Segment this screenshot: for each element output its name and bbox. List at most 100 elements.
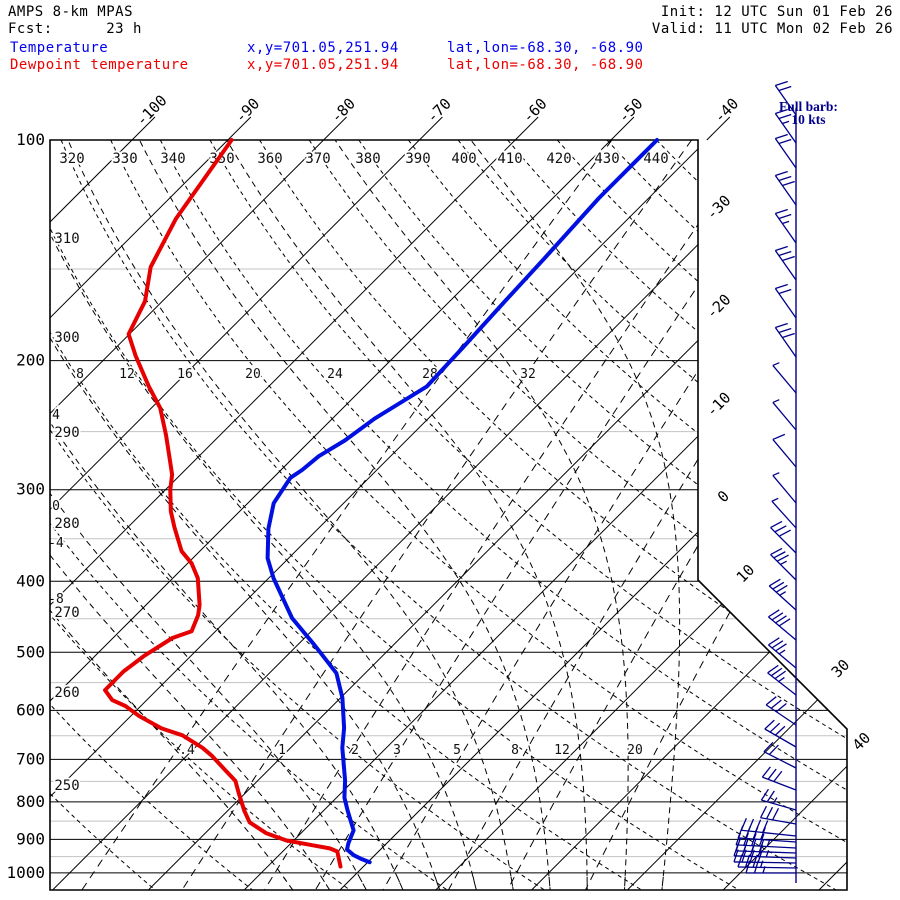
pressure-tick-label: 900 xyxy=(16,829,45,848)
dry-adiabat-label-top: 420 xyxy=(546,151,571,167)
model-title: AMPS 8-km MPAS xyxy=(8,4,134,20)
barb-half-feather xyxy=(778,649,786,655)
valid-time: Valid: 11 UTC Mon 02 Feb 26 xyxy=(651,21,893,37)
barb-feather xyxy=(782,180,795,187)
dry-adiabat xyxy=(50,140,253,890)
dry-adiabat xyxy=(209,140,847,890)
isotherm-label-right: 30 xyxy=(828,656,854,682)
wind-barb xyxy=(774,170,797,206)
barb-staff xyxy=(768,616,797,641)
moist-adiabat xyxy=(330,140,629,890)
pressure-tick-label: 700 xyxy=(16,749,45,768)
dry-adiabat xyxy=(556,140,847,890)
dry-adiabat xyxy=(50,140,740,890)
barb-staff xyxy=(772,365,797,394)
dry-adiabat xyxy=(259,140,847,890)
barb-feather xyxy=(775,245,788,252)
wind-barb xyxy=(770,520,797,554)
moist-adiabat-label-top: 16 xyxy=(177,367,193,382)
barb-feather xyxy=(768,578,781,587)
wind-barb xyxy=(767,664,797,696)
barb-feather xyxy=(741,849,747,863)
barb-staff xyxy=(741,829,797,837)
wind-barb xyxy=(764,719,797,748)
legend-temperature-latlon: lat,lon=-68.30, -68.90 xyxy=(447,40,644,56)
isotherm-label-right: 10 xyxy=(733,561,759,587)
barb-feather xyxy=(771,612,784,621)
pressure-tick-label: 1000 xyxy=(6,863,45,882)
pressure-tick-label: 400 xyxy=(16,571,45,590)
barb-staff xyxy=(774,288,797,319)
moist-adiabat-label-top: 24 xyxy=(327,367,343,382)
barb-feather xyxy=(751,833,757,846)
dry-adiabat-label-top: 340 xyxy=(160,151,185,167)
barb-feather xyxy=(743,832,749,846)
pressure-gridlines-minor xyxy=(50,268,847,858)
barb-legend: Full barb: 10 kts xyxy=(779,99,838,127)
wind-barb xyxy=(774,245,797,281)
mixing-ratio-line xyxy=(263,140,757,890)
moist-adiabat xyxy=(50,140,332,890)
barb-half-feather xyxy=(778,676,785,683)
isotherm-line xyxy=(531,140,847,890)
barb-feather xyxy=(775,322,788,329)
moist-adiabat-label-top: 32 xyxy=(520,367,536,382)
moist-adiabat-label-left: -4 xyxy=(48,536,64,551)
barb-feather xyxy=(768,744,779,755)
moist-adiabat xyxy=(136,140,551,890)
mixing-ratio-label: .4 xyxy=(179,743,195,758)
isotherm-line xyxy=(50,140,420,890)
pressure-tick-label: 100 xyxy=(16,130,45,149)
barb-feather xyxy=(775,703,787,713)
barb-feather xyxy=(778,85,792,92)
mixing-ratio-label: 2 xyxy=(351,743,359,758)
dry-adiabat-label-top: 390 xyxy=(405,151,430,167)
dry-adiabat-label-top: 330 xyxy=(112,151,137,167)
barb-feather xyxy=(753,860,759,874)
isotherm-stub xyxy=(227,116,252,141)
barb-staff xyxy=(771,500,797,529)
wind-barb xyxy=(768,609,797,641)
isotherm-line xyxy=(435,140,847,890)
isotherm-label-right: -30 xyxy=(703,192,735,224)
isotherm-line xyxy=(50,140,229,890)
isotherm-stub xyxy=(706,116,731,141)
barb-feather xyxy=(770,520,783,529)
barb-staff xyxy=(768,644,797,669)
barb-feather xyxy=(778,213,792,220)
barb-feather xyxy=(752,854,758,868)
dry-adiabat-label-top: 320 xyxy=(59,151,84,167)
isotherm-label-right: 40 xyxy=(849,729,875,755)
wind-barb xyxy=(774,208,797,244)
isotherm-stub xyxy=(514,116,539,141)
isotherm-label-top: -50 xyxy=(615,95,647,127)
mixing-ratio-label: 20 xyxy=(627,743,643,758)
wind-barb xyxy=(774,108,797,144)
barb-staff xyxy=(774,213,797,244)
barb-feather xyxy=(763,741,774,753)
legend-temperature-label: Temperature xyxy=(10,40,109,56)
barb-feather xyxy=(771,640,784,649)
isotherm-label-right: -20 xyxy=(703,291,735,323)
barb-feather xyxy=(766,790,775,803)
barb-half-feather xyxy=(780,560,787,566)
barb-feather xyxy=(767,664,779,674)
isotherm-label-top: -90 xyxy=(231,95,263,127)
mixing-ratio-label: 8 xyxy=(511,743,519,758)
moist-adiabat-label-left: 0 xyxy=(52,499,60,514)
barb-feather xyxy=(775,208,788,215)
dry-adiabat-label-top: 440 xyxy=(643,151,668,167)
dry-adiabat-label-left: 260 xyxy=(54,685,79,701)
mixing-ratio-line xyxy=(585,140,847,890)
wind-barb xyxy=(772,399,797,431)
init-time: Init: 12 UTC Sun 01 Feb 26 xyxy=(660,4,893,20)
barb-feather xyxy=(778,175,792,182)
barb-staff xyxy=(765,704,797,726)
isotherm-label-right: -10 xyxy=(703,389,735,421)
barb-feather xyxy=(772,433,786,441)
dry-adiabat-label-left: 250 xyxy=(54,778,79,794)
dry-adiabat-label-left: 290 xyxy=(54,425,79,441)
isotherm-line xyxy=(339,140,847,890)
dry-adiabat xyxy=(60,140,837,890)
